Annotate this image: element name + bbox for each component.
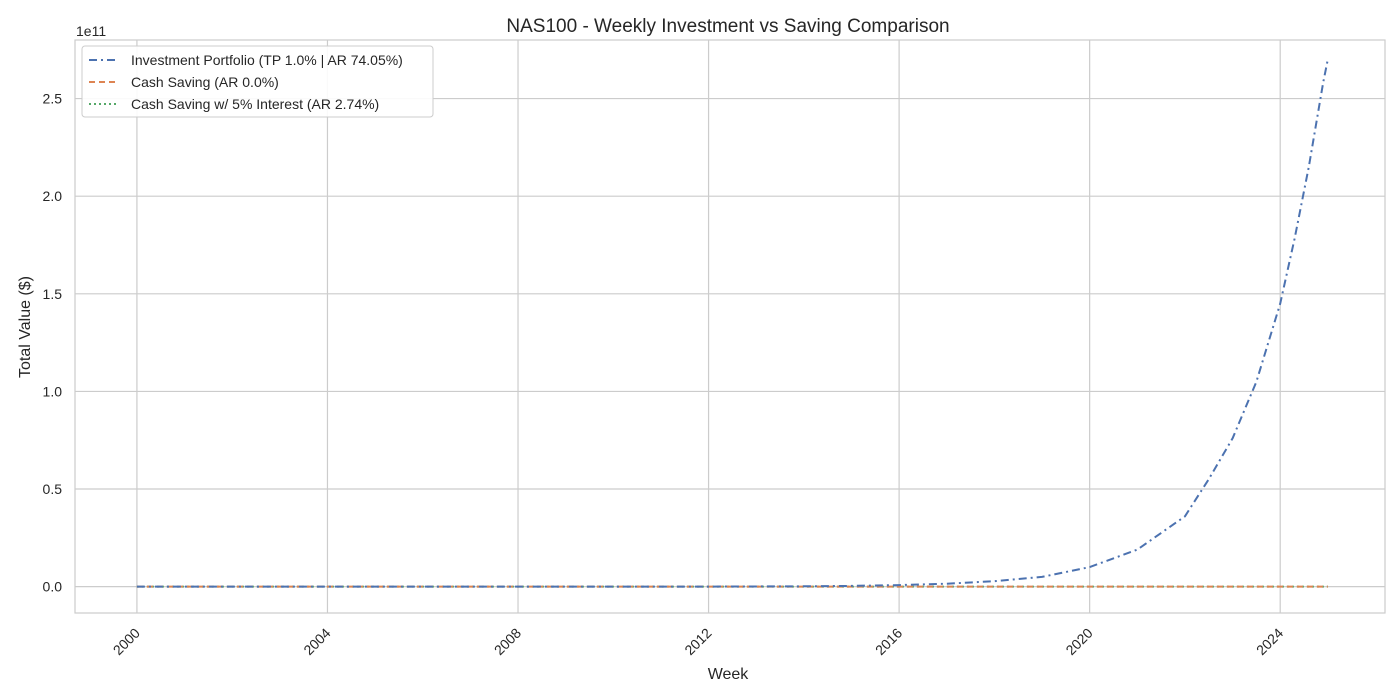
legend-label: Investment Portfolio (TP 1.0% | AR 74.05…	[131, 52, 403, 68]
y-tick-label: 2.5	[43, 91, 63, 107]
plot-frame	[74, 39, 1386, 614]
y-tick-label: 2.0	[43, 188, 63, 204]
x-axis-label: Week	[708, 666, 750, 683]
y-tick-label: 0.5	[43, 481, 63, 497]
y-offset-text: 1e11	[76, 23, 106, 39]
legend-box	[81, 45, 434, 118]
y-axis-label: Total Value ($)	[17, 276, 34, 378]
legend-label: Cash Saving (AR 0.0%)	[131, 74, 279, 90]
series-layer	[136, 59, 1329, 588]
legend: Investment Portfolio (TP 1.0% | AR 74.05…	[81, 45, 434, 118]
chart-title: NAS100 - Weekly Investment vs Saving Com…	[506, 16, 949, 37]
y-tick-label: 0.0	[43, 579, 63, 595]
series-line-0	[136, 59, 1329, 588]
y-tick-label: 1.0	[43, 383, 63, 399]
legend-label: Cash Saving w/ 5% Interest (AR 2.74%)	[131, 96, 379, 112]
y-tick-label: 1.5	[43, 286, 63, 302]
